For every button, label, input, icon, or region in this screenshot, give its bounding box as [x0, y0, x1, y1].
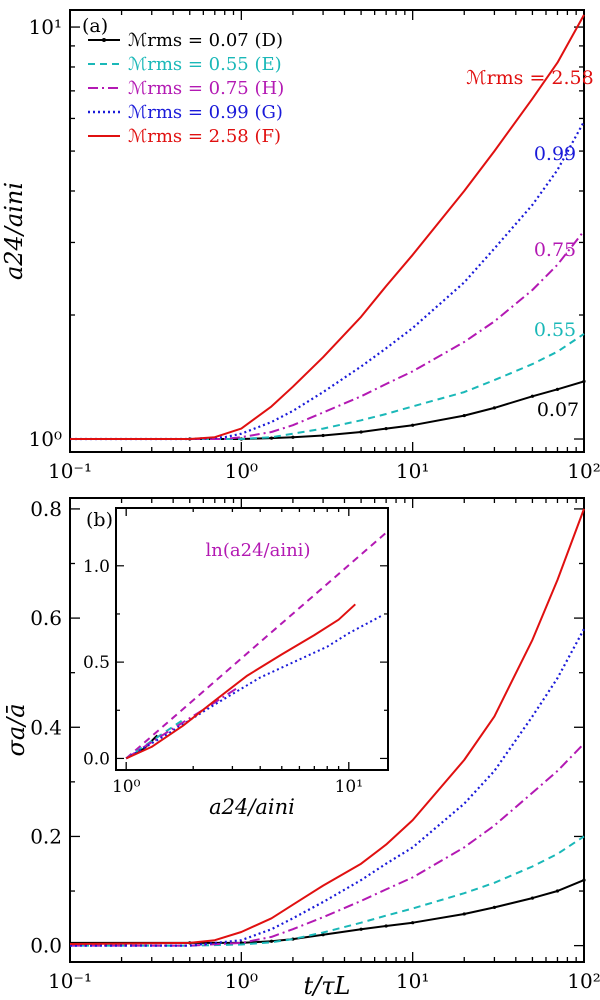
annotation-D: 0.07 — [537, 399, 579, 421]
panel-a-series-G — [70, 120, 585, 441]
panel-b-point-D-12 — [555, 889, 560, 893]
panel-a-point-D-9 — [462, 413, 466, 418]
panel-a-point-D-6 — [359, 430, 363, 434]
panel-a-point-D-7 — [384, 426, 388, 431]
panel-b-point-D-6 — [359, 927, 363, 931]
inset-plot-frame — [115, 507, 389, 771]
panel-b-xtick-label: 10⁻¹ — [48, 969, 92, 993]
inset-series-F — [125, 603, 356, 760]
inset-series-G — [125, 615, 382, 760]
inset-xlabel: a24/aini — [209, 795, 295, 819]
panel-a-ytick-label: 10⁰ — [29, 427, 62, 451]
panel-b-plot-frame — [69, 497, 585, 963]
panel-a-point-D-8 — [411, 423, 415, 427]
panel-a-ytick-label: 10¹ — [29, 15, 62, 39]
panel-a-ylabel: a24/aini — [0, 182, 28, 280]
legend-label-F: ℳrms = 2.58 (F) — [128, 126, 281, 147]
inset-ytick-label: 0.5 — [83, 653, 110, 673]
legend-label-H: ℳrms = 0.75 (H) — [128, 78, 284, 99]
panel-a-tag: (a) — [82, 15, 108, 37]
panel-a-series-H — [70, 230, 585, 440]
legend-label-D: ℳrms = 0.07 (D) — [128, 30, 283, 51]
inset-series-inset_ref — [125, 530, 389, 760]
annotation-E: 0.55 — [534, 319, 576, 341]
panel-b-tag: (b) — [86, 509, 113, 531]
panel-a-xtick-label: 10⁰ — [225, 459, 258, 483]
panel-a-point-D-10 — [492, 406, 497, 410]
panel-b-point-D-9 — [462, 912, 466, 916]
panel-b-point-D-3 — [269, 939, 274, 943]
panel-a-point-D-11 — [530, 394, 535, 398]
legend-label-G: ℳrms = 0.99 (G) — [128, 102, 283, 123]
panel-b-ytick-label: 0.8 — [30, 497, 62, 521]
annotation-F: ℳrms = 2.58 — [466, 67, 593, 89]
panel-b: 0.0 0.2 0.4 0.6 0.8 10⁻¹ 10⁰ 10¹ 10² t/τL σa/ā — [2, 497, 600, 1000]
panel-b-series-E — [70, 835, 585, 947]
panel-a-series-F — [70, 14, 585, 440]
inset-reference-label: ln(a24/aini) — [206, 540, 311, 561]
panel-b-point-D-11 — [530, 896, 535, 900]
panel-b-ytick-label: 0.4 — [30, 715, 62, 739]
panel-b-point-D-8 — [411, 921, 415, 925]
inset-ytick-label: 1.0 — [83, 557, 110, 577]
panel-a-point-D-3 — [269, 436, 274, 440]
panel-b-series-D — [70, 879, 585, 944]
panel-b-xtick-label: 10⁰ — [225, 969, 258, 993]
inset-series-E — [125, 719, 184, 760]
panel-b-xtick-label: 10² — [567, 969, 600, 993]
annotation-H: 0.75 — [534, 239, 576, 261]
panel-a-plot-frame — [69, 9, 585, 453]
panel-a-legend: ℳrms = 0.07 (D) ℳrms = 0.55 (E) ℳrms = 0.7… — [88, 30, 284, 147]
panel-b-series-F — [69, 508, 585, 945]
panel-b-point-D-7 — [384, 924, 388, 928]
panel-b-series-G — [70, 628, 585, 947]
panel-a-point-D-12 — [555, 387, 560, 391]
panel-b-inset: 0.0 0.5 1.0 10⁰ 10¹ a24/aini ln(a24/aini) (b) — [83, 507, 389, 819]
panel-b-ylabel: σa/ā — [2, 703, 30, 756]
panel-a-point-D-5 — [321, 433, 325, 438]
panel-a-xtick-label: 10¹ — [396, 459, 429, 483]
panel-a-xtick-label: 10⁻¹ — [48, 459, 92, 483]
legend-marker-D — [102, 38, 106, 42]
panel-b-ytick-label: 0.6 — [30, 606, 62, 630]
panel-a-point-D-4 — [291, 435, 295, 439]
panel-b-ytick-label: 0.2 — [30, 824, 62, 848]
panel-b-xlabel: t/τL — [304, 972, 351, 1000]
panel-b-point-D-10 — [492, 905, 497, 910]
panel-a-series-D — [70, 380, 585, 440]
annotation-G: 0.99 — [534, 143, 576, 165]
legend-label-E: ℳrms = 0.55 (E) — [128, 54, 282, 75]
panel-b-point-D-5 — [321, 933, 325, 937]
panel-b-point-D-13 — [582, 878, 586, 882]
inset-xtick-label: 10⁰ — [112, 777, 141, 797]
panel-a-point-D-13 — [582, 379, 586, 383]
inset-series-H — [125, 686, 240, 760]
inset-xtick-label: 10¹ — [335, 777, 363, 797]
panel-b-series-H — [70, 742, 585, 947]
inset-background — [116, 508, 388, 770]
panel-b-ytick-label: 0.0 — [30, 934, 62, 958]
panel-b-xtick-label: 10¹ — [396, 969, 429, 993]
inset-ytick-label: 0.0 — [83, 749, 110, 769]
panel-a-series-E — [70, 333, 585, 440]
panel-a-xtick-label: 10² — [567, 459, 600, 483]
